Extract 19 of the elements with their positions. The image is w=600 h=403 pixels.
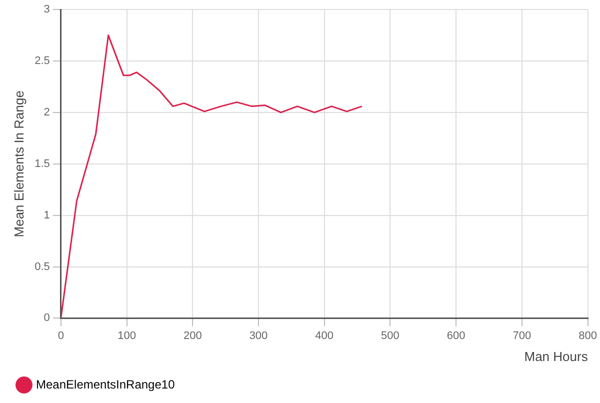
x-tick-label: 800: [578, 330, 598, 342]
y-tick-label: 1: [44, 209, 50, 222]
y-tick-label: 0: [44, 312, 50, 324]
x-tick-label: 300: [249, 330, 268, 342]
x-axis-title: Man Hours: [524, 348, 588, 364]
legend-label: MeanElementsInRange10: [36, 377, 176, 392]
x-tick-label: 600: [446, 330, 466, 342]
y-tick-label: 1.5: [34, 158, 50, 170]
x-tick-label: 500: [381, 330, 400, 342]
x-tick-label: 0: [58, 330, 64, 342]
y-tick-label: 3: [44, 4, 50, 16]
y-tick-label: 2.5: [34, 55, 50, 68]
x-tick-label: 200: [183, 330, 202, 342]
y-tick-label: 2: [44, 106, 50, 118]
x-tick-label: 400: [315, 330, 334, 342]
x-tick-label: 100: [118, 330, 136, 342]
x-tick-label: 700: [512, 330, 532, 342]
y-axis-title: Mean Elements In Range: [11, 90, 26, 238]
y-tick-label: 0.5: [34, 260, 50, 273]
